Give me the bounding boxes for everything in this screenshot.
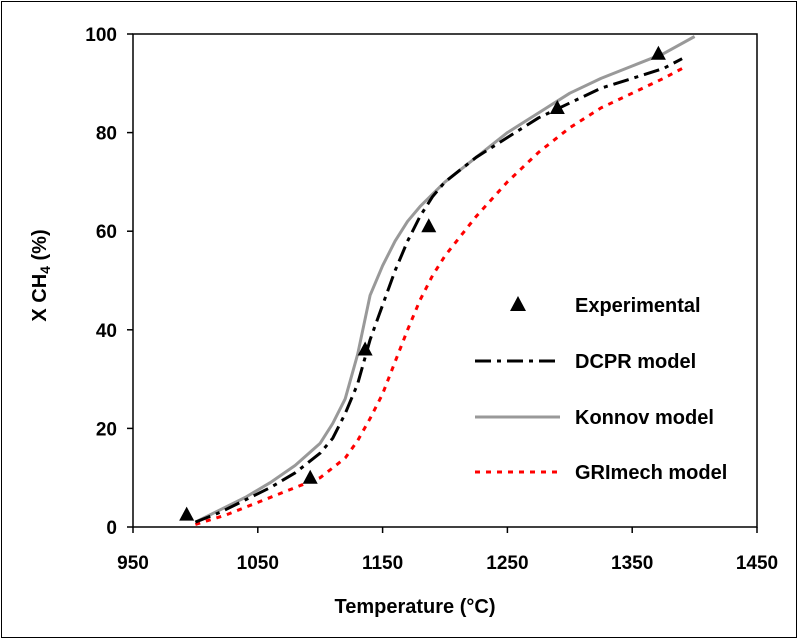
x-tick-label: 1050 xyxy=(237,553,279,574)
x-tick-label: 1450 xyxy=(736,553,778,574)
legend-label-dcpr-model: DCPR model xyxy=(575,351,696,373)
series-line-konnov-model xyxy=(194,35,696,524)
legend-marker-experimental xyxy=(510,296,526,311)
x-tick-label: 1250 xyxy=(486,553,528,574)
plot-area xyxy=(132,33,758,528)
data-point-experimental xyxy=(650,45,666,60)
y-tick-label: 0 xyxy=(106,518,117,539)
x-tick-label: 950 xyxy=(117,553,149,574)
data-point-experimental xyxy=(357,341,373,356)
y-tick-label: 60 xyxy=(96,222,117,243)
x-axis-title: Temperature (°C) xyxy=(335,596,496,618)
legend-label-experimental: Experimental xyxy=(575,295,701,317)
y-tick-label: 100 xyxy=(85,25,117,46)
data-point-experimental xyxy=(179,506,195,521)
series-line-dcpr-model xyxy=(194,57,683,524)
y-tick-label: 20 xyxy=(96,419,117,440)
data-point-experimental xyxy=(421,218,437,233)
legend-label-grimech-model: GRImech model xyxy=(575,462,727,484)
data-point-experimental xyxy=(549,99,565,114)
x-tick-label: 1350 xyxy=(611,553,653,574)
y-tick-label: 80 xyxy=(96,124,117,145)
y-tick-label: 40 xyxy=(96,321,117,342)
legend-label-konnov-model: Konnov model xyxy=(575,407,714,429)
x-tick-label: 1150 xyxy=(362,553,403,574)
y-axis-title: X CH4 (%) xyxy=(29,229,53,321)
data-point-experimental xyxy=(302,469,318,484)
